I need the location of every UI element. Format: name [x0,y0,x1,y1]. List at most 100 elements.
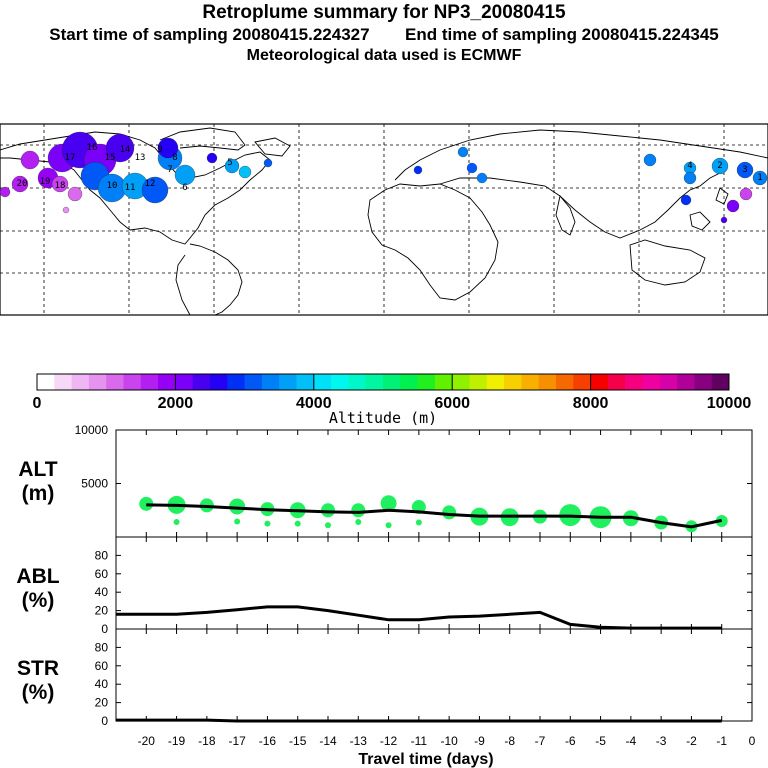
trajectory-day-label: 10 [107,181,118,191]
trajectory-dot [413,165,423,175]
x-tick-label: 0 [749,734,756,748]
x-tick-label: -15 [289,734,307,748]
panel-yunit-abl: (%) [22,589,55,612]
trajectory-dot [0,186,11,198]
colorbar-segment [365,374,384,390]
x-tick-label: -12 [380,734,398,748]
colorbar-segment [175,374,194,390]
end-time-label: End time of sampling 20080415.224345 [405,25,719,44]
altitude-mean-line [146,503,723,529]
colorbar-segment [244,374,263,390]
colorbar-segment [158,374,176,390]
panel-ylabel-str: STR [17,657,59,680]
y-tick-label: 20 [95,696,109,710]
x-tick-label: -13 [350,734,368,748]
x-tick-label: -5 [595,734,606,748]
y-tick-label: 60 [95,659,109,673]
colorbar-tick-label: 0 [33,395,42,412]
colorbar-segment [88,374,107,390]
x-tick-label: -20 [138,734,156,748]
y-tick-label: 60 [95,567,109,581]
trajectory-day-label: 9 [157,145,162,155]
colorbar-segment [486,374,505,390]
altitude-secondary-point [173,519,180,526]
trajectory-dot [20,150,40,170]
colorbar-segment [573,374,591,390]
trajectory-dot [457,146,469,158]
trajectory-dot [105,133,135,163]
colorbar-segment [192,374,211,390]
x-axis-label: Travel time (days) [358,751,493,768]
trajectory-dot [726,199,740,213]
altitude-secondary-point [415,519,422,526]
x-tick-label: -8 [504,734,515,748]
colorbar-segment [123,374,142,390]
trajectory-dot [174,164,196,186]
colorbar-segment [625,374,643,390]
colorbar-segment [642,374,661,390]
panel-ylabel-abl: ABL [16,565,59,588]
x-tick-label: -11 [411,734,428,748]
colorbar-segment [71,374,90,390]
altitude-secondary-point [385,522,392,529]
abl-fraction-line [116,605,722,630]
trajectory-dot [739,187,753,201]
altitude-secondary-point [325,522,331,529]
colorbar-segment [417,374,436,390]
colorbar-segment [556,374,574,390]
trajectory-dot [224,158,240,174]
x-tick-label: -6 [565,734,576,748]
x-tick-label: -17 [228,734,246,748]
altitude-cluster-point [229,498,246,515]
altitude-secondary-point [355,519,362,526]
trajectory-dot [62,206,70,214]
trajectory-day-label: 12 [145,179,156,189]
trajectory-dot [67,186,83,202]
panel-frame-abl [115,536,753,630]
y-tick-label: 5000 [81,477,108,491]
trajectory-day-label: 15 [105,153,116,163]
trajectory-day-label: 11 [125,183,136,193]
altitude-secondary-point [294,520,301,527]
time-series-panels: ALT(m)100005000ABL(%)806040200STR(%)8060… [16,423,755,768]
colorbar-segment [677,374,695,390]
colorbar-segment [434,374,453,390]
x-tick-label: -14 [319,734,337,748]
x-tick-label: -2 [686,734,697,748]
colorbar-tick-label: 8000 [573,395,609,412]
y-tick-label: 40 [95,677,109,691]
trajectory-day-label: 19 [40,177,51,187]
trajectory-day-label: 14 [120,145,131,155]
colorbar-segment [296,374,315,390]
colorbar-segment [694,374,713,390]
trajectory-dot [51,175,69,193]
colorbar-axis-label: Altitude (m) [329,409,437,427]
colorbar-tick-label: 6000 [434,395,470,412]
trajectory-dot [206,152,218,164]
trajectory-day-label: 16 [87,143,98,153]
trajectory-dot [238,165,252,179]
x-tick-label: -3 [656,734,667,748]
y-tick-label: 0 [101,622,108,636]
trajectory-day-label: 6 [182,183,187,193]
colorbar-segment [331,374,349,390]
colorbar-segment [210,374,228,390]
panel-yunit-alt: (m) [22,482,55,505]
colorbar-segment [538,374,557,390]
colorbar-segment [452,374,470,390]
y-tick-label: 0 [101,714,108,728]
altitude-cluster-point [351,503,366,518]
trajectory-dot [752,170,768,186]
trajectory-day-label: 4 [687,161,692,171]
altitude-colorbar: 0 2000 4000 6000 8000 10000 Altitude (m) [33,373,751,427]
trajectory-day-label: 17 [65,153,76,163]
trajectory-dot [643,153,657,167]
trajectory-day-label: 18 [55,181,66,191]
y-tick-label: 20 [95,604,109,618]
colorbar-segment [54,374,72,390]
trajectory-dot [736,161,754,179]
colorbar-segment [313,374,332,390]
colorbar-segment [521,374,540,390]
trajectory-dot [680,194,692,206]
